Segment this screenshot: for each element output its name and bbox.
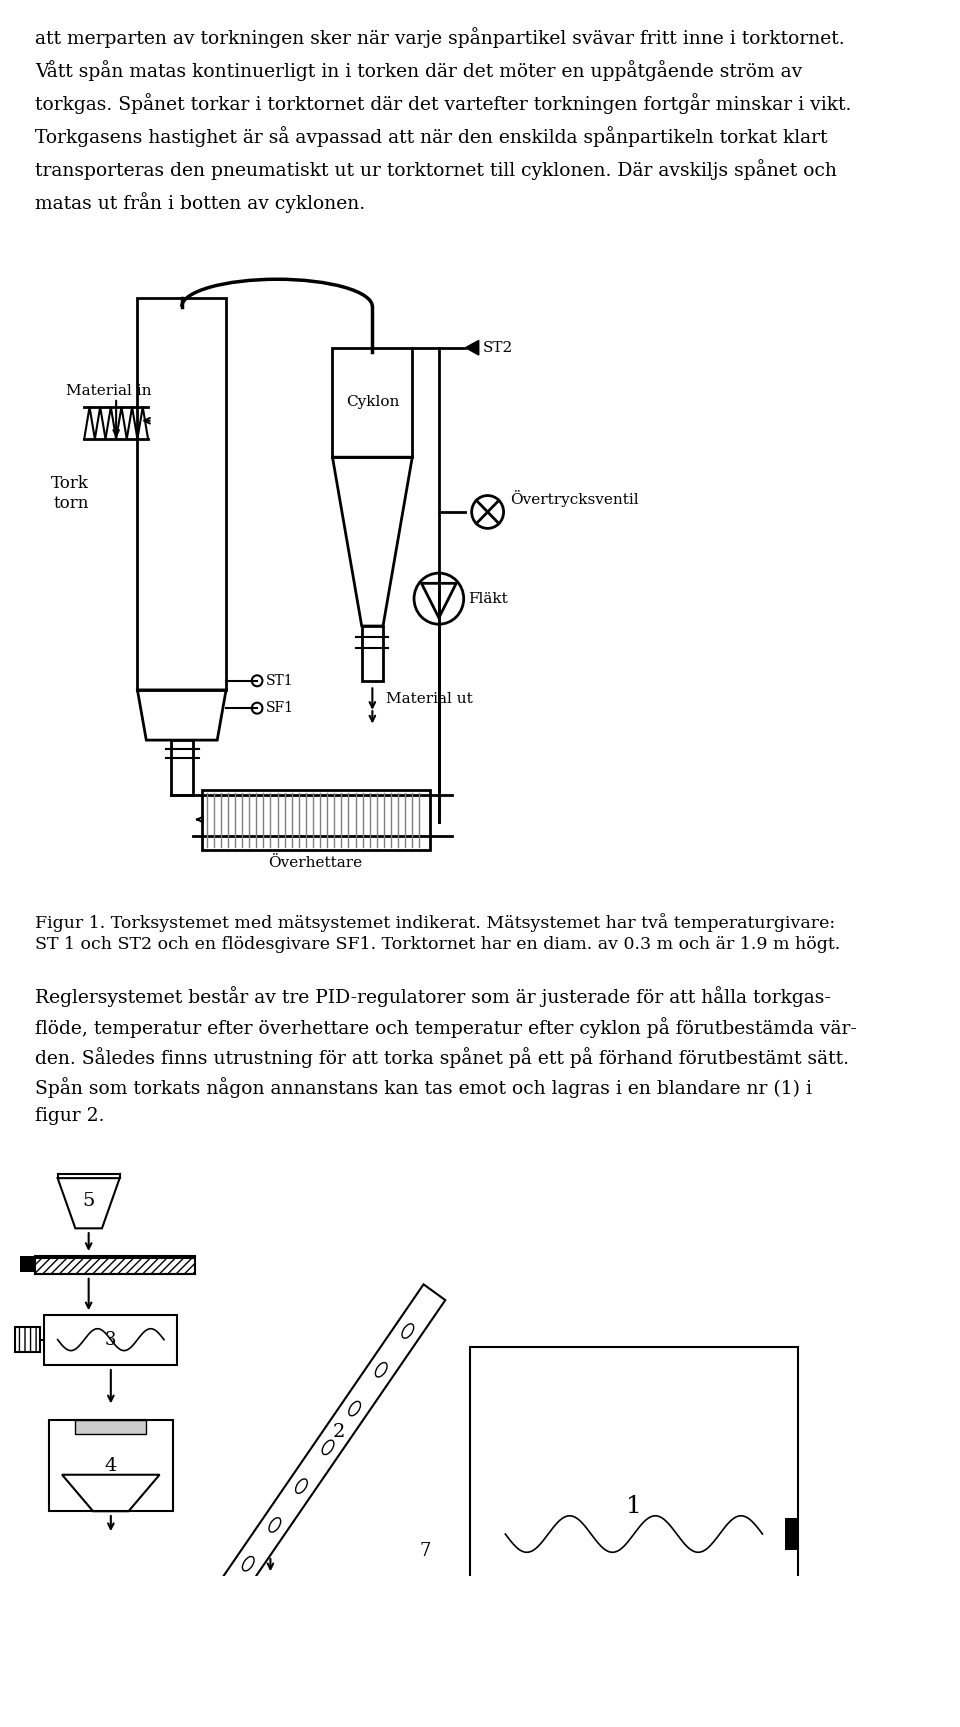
Text: figur 2.: figur 2. [36, 1107, 105, 1124]
Text: Fläkt: Fläkt [468, 592, 508, 606]
Text: SF1: SF1 [266, 701, 294, 715]
Text: ST 1 och ST2 och en flödesgivare SF1. Torktornet har en diam. av 0.3 m och är 1.: ST 1 och ST2 och en flödesgivare SF1. To… [36, 936, 841, 953]
Text: Vått spån matas kontinuerligt in i torken där det möter en uppåtgående ström av: Vått spån matas kontinuerligt in i torke… [36, 60, 803, 81]
Text: Cyklon: Cyklon [346, 395, 399, 409]
Bar [36, 1257, 195, 1275]
Bar [208, 1604, 223, 1618]
Text: 7: 7 [420, 1542, 431, 1561]
Polygon shape [466, 340, 479, 356]
Text: torkgas. Spånet torkar i torktornet där det vartefter torkningen fortgår minskar: torkgas. Spånet torkar i torktornet där … [36, 93, 852, 114]
Text: 5: 5 [83, 1192, 95, 1211]
Text: matas ut från i botten av cyklonen.: matas ut från i botten av cyklonen. [36, 192, 366, 212]
Text: 2: 2 [332, 1423, 345, 1440]
Bar [15, 1326, 40, 1352]
Text: Reglersystemet består av tre PID-regulatorer som är justerade för att hålla tork: Reglersystemet består av tre PID-regulat… [36, 986, 831, 1007]
Text: 1: 1 [626, 1496, 642, 1518]
Bar [137, 297, 227, 689]
Bar [171, 741, 193, 794]
Text: transporteras den pneumatiskt ut ur torktornet till cyklonen. Där avskiljs spåne: transporteras den pneumatiskt ut ur tork… [36, 159, 837, 180]
Text: att merparten av torkningen sker när varje spånpartikel svävar fritt inne i tork: att merparten av torkningen sker när var… [36, 28, 845, 48]
Bar [19, 1256, 36, 1273]
Text: Material ut: Material ut [386, 693, 472, 706]
Text: Torkgasens hastighet är så avpassad att när den enskilda spånpartikeln torkat kl: Torkgasens hastighet är så avpassad att … [36, 126, 828, 147]
Bar [784, 1518, 798, 1551]
Text: 4: 4 [105, 1456, 117, 1475]
Text: flöde, temperatur efter överhettare och temperatur efter cyklon på förutbestämda: flöde, temperatur efter överhettare och … [36, 1017, 857, 1038]
Text: ST1: ST1 [266, 674, 294, 687]
Text: ST2: ST2 [483, 340, 514, 354]
Text: Överhettare: Överhettare [269, 857, 363, 870]
Text: 3: 3 [105, 1332, 116, 1349]
Text: Material in: Material in [66, 383, 152, 399]
Text: Figur 1. Torksystemet med mätsystemet indikerat. Mätsystemet har två temperaturg: Figur 1. Torksystemet med mätsystemet in… [36, 914, 835, 933]
Bar [76, 1420, 146, 1433]
FancyBboxPatch shape [469, 1347, 798, 1667]
Bar [332, 347, 412, 458]
Bar [44, 1314, 178, 1366]
Text: Tork
torn: Tork torn [51, 475, 88, 511]
FancyBboxPatch shape [49, 1420, 173, 1511]
Text: Spån som torkats någon annanstans kan tas emot och lagras i en blandare nr (1) i: Spån som torkats någon annanstans kan ta… [36, 1078, 812, 1098]
Bar [362, 625, 383, 680]
Text: den. Således finns utrustning för att torka spånet på ett på förhand förutbestäm: den. Således finns utrustning för att to… [36, 1047, 850, 1067]
Text: Övertrycksventil: Övertrycksventil [510, 490, 638, 508]
Bar [203, 791, 430, 850]
